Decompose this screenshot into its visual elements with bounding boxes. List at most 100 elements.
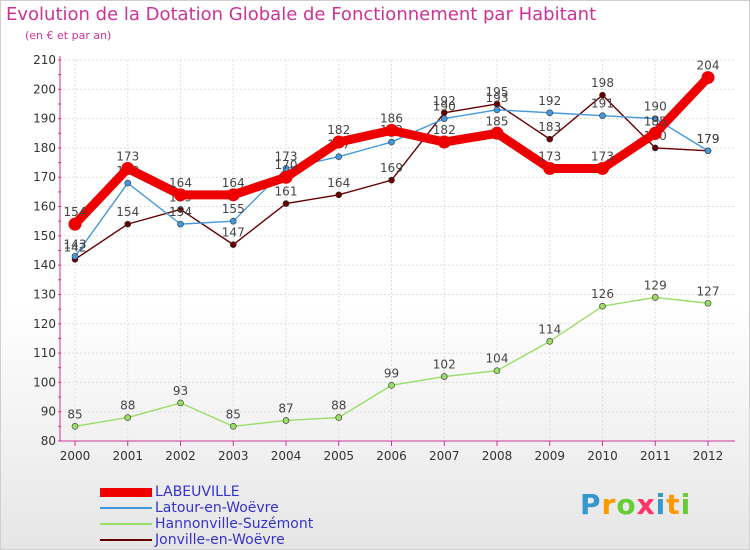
data-label: 173 bbox=[116, 149, 139, 163]
data-label: 93 bbox=[173, 384, 188, 398]
data-label: 190 bbox=[644, 100, 667, 114]
data-point-latour-en-wo-vre bbox=[651, 115, 659, 122]
x-tick-label: 2003 bbox=[218, 449, 249, 463]
data-label: 87 bbox=[278, 401, 293, 415]
y-tick-label: 200 bbox=[33, 82, 56, 96]
data-label: 161 bbox=[275, 185, 298, 199]
data-label: 190 bbox=[433, 100, 456, 114]
data-point-labeuville bbox=[648, 126, 662, 140]
data-label: 129 bbox=[644, 278, 667, 292]
y-tick-label: 210 bbox=[33, 53, 56, 67]
data-point-labeuville bbox=[121, 161, 135, 175]
data-point-labeuville bbox=[701, 71, 715, 85]
x-tick-label: 2000 bbox=[60, 449, 91, 463]
data-point-latour-en-wo-vre bbox=[599, 112, 606, 119]
x-tick-label: 2001 bbox=[112, 449, 143, 463]
data-point-jonville-en-wo-vre bbox=[388, 176, 395, 184]
y-tick-label: 150 bbox=[33, 229, 56, 243]
x-tick-label: 2009 bbox=[534, 449, 565, 463]
data-point-labeuville bbox=[226, 188, 240, 202]
data-label: 99 bbox=[384, 366, 399, 380]
data-label: 154 bbox=[169, 205, 192, 219]
legend-label: Jonville-en-Woëvre bbox=[155, 532, 285, 548]
logo-letter: i bbox=[655, 488, 667, 521]
x-tick-label: 2004 bbox=[271, 449, 302, 463]
y-tick-label: 180 bbox=[33, 141, 56, 155]
data-point-jonville-en-wo-vre bbox=[335, 191, 343, 199]
data-point-latour-en-wo-vre bbox=[440, 115, 448, 122]
y-tick-label: 140 bbox=[33, 258, 56, 272]
data-point-hannonville-suz-mont bbox=[704, 299, 712, 307]
data-label: 173 bbox=[275, 149, 298, 163]
data-label: 104 bbox=[486, 352, 509, 366]
data-label: 154 bbox=[64, 205, 87, 219]
data-label: 170 bbox=[275, 158, 298, 172]
data-point-latour-en-wo-vre bbox=[704, 147, 712, 155]
y-tick-label: 130 bbox=[33, 287, 56, 301]
data-point-hannonville-suz-mont bbox=[335, 414, 343, 421]
data-point-labeuville bbox=[332, 135, 346, 149]
data-label: 169 bbox=[380, 161, 403, 175]
data-point-hannonville-suz-mont bbox=[493, 367, 501, 374]
data-point-hannonville-suz-mont bbox=[282, 417, 290, 424]
data-point-jonville-en-wo-vre bbox=[282, 200, 290, 207]
data-point-latour-en-wo-vre bbox=[493, 106, 501, 114]
data-label: 179 bbox=[697, 132, 720, 146]
data-label: 179 bbox=[697, 132, 720, 146]
data-label: 85 bbox=[67, 407, 82, 421]
data-point-jonville-en-wo-vre bbox=[229, 241, 237, 248]
data-label: 191 bbox=[591, 97, 614, 111]
data-point-labeuville bbox=[543, 161, 557, 175]
y-tick-label: 90 bbox=[41, 405, 56, 419]
data-point-labeuville bbox=[174, 188, 187, 202]
x-tick-label: 2007 bbox=[429, 449, 460, 463]
data-label: 88 bbox=[331, 399, 346, 413]
data-label: 185 bbox=[644, 114, 667, 128]
data-label: 127 bbox=[697, 284, 720, 298]
data-point-latour-en-wo-vre bbox=[335, 153, 343, 161]
data-point-hannonville-suz-mont bbox=[546, 338, 554, 345]
y-tick-label: 120 bbox=[33, 317, 56, 331]
data-point-labeuville bbox=[385, 123, 398, 137]
legend-swatch bbox=[100, 523, 152, 525]
y-tick-label: 160 bbox=[33, 200, 56, 214]
data-label: 155 bbox=[222, 202, 245, 216]
data-label: 173 bbox=[538, 149, 561, 163]
data-point-hannonville-suz-mont bbox=[440, 373, 448, 380]
legend: LABEUVILLE Latour-en-Woëvre Hannonville-Su… bbox=[100, 484, 313, 548]
logo-letter: o bbox=[616, 488, 637, 521]
logo-letter: x bbox=[636, 488, 656, 521]
y-tick-label: 100 bbox=[33, 375, 56, 389]
data-label: 85 bbox=[226, 407, 241, 421]
x-tick-label: 2008 bbox=[482, 449, 513, 463]
data-label: 164 bbox=[169, 176, 192, 190]
chart-title: Evolution de la Dotation Globale de Fonc… bbox=[6, 4, 597, 25]
data-point-labeuville bbox=[68, 217, 82, 231]
y-tick-label: 80 bbox=[41, 434, 56, 448]
data-label: 204 bbox=[697, 59, 720, 73]
legend-swatch bbox=[100, 507, 152, 509]
data-label: 185 bbox=[486, 114, 509, 128]
data-point-jonville-en-wo-vre bbox=[177, 206, 184, 213]
data-label: 192 bbox=[538, 94, 561, 108]
data-label: 126 bbox=[591, 287, 614, 301]
data-point-hannonville-suz-mont bbox=[71, 423, 79, 430]
data-label: 182 bbox=[327, 123, 350, 137]
data-point-latour-en-wo-vre bbox=[388, 138, 395, 146]
data-point-latour-en-wo-vre bbox=[71, 253, 79, 260]
data-label: 182 bbox=[433, 123, 456, 137]
data-point-jonville-en-wo-vre bbox=[599, 91, 606, 99]
data-label: 183 bbox=[538, 120, 561, 134]
data-label: 88 bbox=[120, 399, 135, 413]
data-point-hannonville-suz-mont bbox=[177, 399, 184, 407]
logo-letter: t bbox=[666, 488, 681, 521]
data-label: 164 bbox=[222, 176, 245, 190]
data-label: 142 bbox=[64, 240, 87, 254]
data-point-hannonville-suz-mont bbox=[124, 414, 132, 421]
data-label: 198 bbox=[591, 76, 614, 90]
chart-subtitle: (en € et par an) bbox=[25, 29, 112, 42]
data-point-latour-en-wo-vre bbox=[124, 179, 132, 187]
logo-letter: P bbox=[580, 488, 602, 521]
data-label: 192 bbox=[433, 94, 456, 108]
